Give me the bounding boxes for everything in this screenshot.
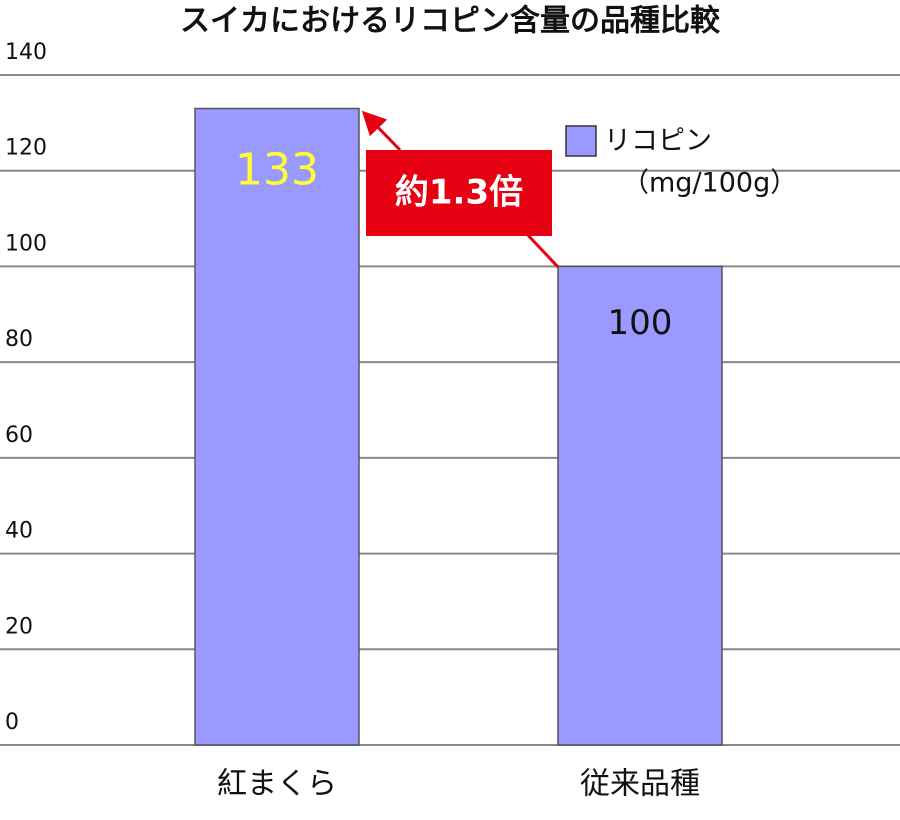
bar	[194, 107, 360, 746]
y-tick-label: 100	[5, 231, 47, 256]
chart-title: スイカにおけるリコピン含量の品種比較	[180, 4, 721, 39]
legend-label: リコピン	[604, 126, 712, 157]
annotation-arrow	[523, 230, 560, 269]
annotation-box	[366, 150, 552, 236]
legend-unit: （mg/100g）	[622, 168, 797, 199]
x-tick-label: 紅まくら	[217, 767, 337, 802]
y-tick-label: 0	[5, 710, 19, 735]
value-label: 133	[235, 145, 319, 196]
y-tick-label: 80	[5, 327, 33, 352]
bar	[557, 265, 723, 746]
legend-swatch	[565, 125, 597, 157]
annotation-arrow	[361, 110, 402, 152]
value-label: 100	[608, 303, 673, 343]
y-tick-label: 40	[5, 519, 33, 544]
y-tick-label: 120	[5, 136, 47, 161]
x-tick-label: 従来品種	[580, 767, 700, 802]
y-tick-label: 20	[5, 614, 33, 639]
y-tick-label: 60	[5, 423, 33, 448]
annotation-text: 約1.3倍	[395, 173, 523, 213]
y-tick-label: 140	[5, 40, 47, 65]
